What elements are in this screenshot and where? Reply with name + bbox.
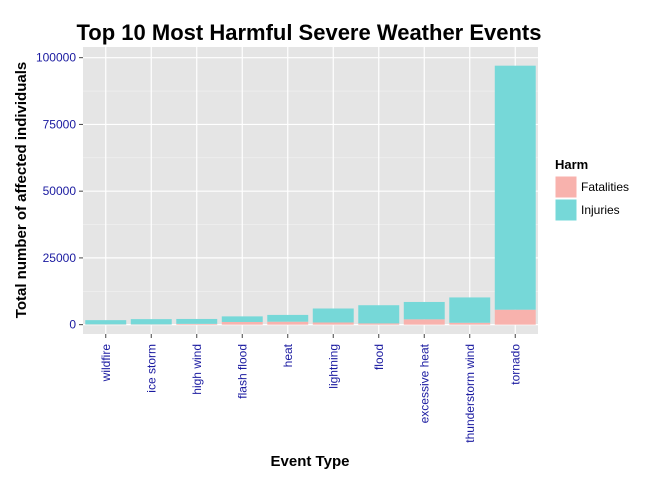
x-tick-label: ice storm [144, 344, 158, 393]
bar-fatalities-lightning [312, 322, 354, 325]
bar-injuries-ice-storm [130, 319, 172, 325]
y-axis-title: Total number of affected individuals [13, 62, 30, 318]
chart-title: Top 10 Most Harmful Severe Weather Event… [77, 20, 542, 45]
y-axis: 0 25000 50000 75000 100000 [36, 51, 83, 332]
bar-injuries-tornado [494, 65, 536, 310]
x-tick-label: excessive heat [417, 343, 431, 423]
x-tick-label: tornado [508, 344, 522, 385]
bar-injuries-high-wind [176, 318, 218, 324]
legend-key-injuries [554, 198, 578, 222]
bar-fatalities-heat [267, 321, 309, 325]
bar-injuries-thunderstorm-wind [449, 297, 491, 323]
legend-key-fatalities [554, 175, 578, 199]
bar-fatalities-flood [358, 323, 400, 325]
bar-fatalities-thunderstorm-wind [449, 322, 491, 325]
y-tick-label: 75000 [43, 117, 77, 131]
bar-injuries-lightning [312, 308, 354, 323]
x-tick-label: high wind [190, 344, 204, 395]
x-tick-label: wildfire [99, 344, 113, 383]
bar-fatalities-high-wind [176, 323, 218, 325]
y-tick-label: 25000 [43, 251, 77, 265]
bars [85, 65, 536, 325]
x-tick-label: thunderstorm wind [463, 344, 477, 443]
x-axis-title: Event Type [271, 453, 350, 470]
bar-injuries-excessive-heat [403, 301, 445, 320]
legend: Harm Fatalities Injuries [554, 157, 629, 222]
y-tick-label: 100000 [36, 51, 76, 65]
bar-injuries-flood [358, 305, 400, 324]
x-tick-label: flash flood [235, 344, 249, 399]
bar-fatalities-tornado [494, 309, 536, 325]
legend-label-injuries: Injuries [581, 203, 620, 217]
legend-title: Harm [555, 157, 588, 172]
y-tick-label: 50000 [43, 184, 77, 198]
x-axis: wildfire ice storm high wind flash flood hea… [99, 334, 522, 443]
x-tick-label: flood [372, 344, 386, 370]
bar-fatalities-excessive-heat [403, 319, 445, 325]
bar-injuries-heat [267, 314, 309, 322]
grid-minor [83, 90, 538, 292]
x-tick-label: lightning [326, 344, 340, 389]
bar-fatalities-flash-flood [221, 321, 263, 325]
y-tick-label: 0 [69, 318, 76, 332]
plot-panel [83, 47, 538, 334]
legend-label-fatalities: Fatalities [581, 180, 629, 194]
bar-injuries-wildfire [85, 320, 127, 325]
x-tick-label: heat [281, 343, 295, 367]
bar-injuries-flash-flood [221, 316, 263, 322]
